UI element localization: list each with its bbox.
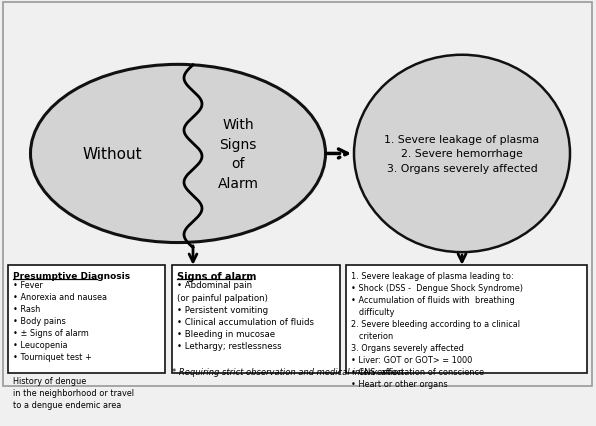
FancyArrowPatch shape [189,246,197,262]
Text: • Abdominal pain
(or painful palpation)
• Persistent vomiting
• Clinical accumul: • Abdominal pain (or painful palpation) … [177,281,314,351]
FancyBboxPatch shape [172,265,340,373]
FancyBboxPatch shape [8,265,165,373]
Text: Presumptive Diagnosis: Presumptive Diagnosis [13,272,130,281]
Ellipse shape [30,65,325,243]
Text: Signs of alarm: Signs of alarm [177,272,256,282]
Text: Without: Without [82,147,142,161]
Text: 1. Severe leakage of plasma
2. Severe hemorrhage
3. Organs severely affected: 1. Severe leakage of plasma 2. Severe he… [384,134,539,174]
FancyArrowPatch shape [458,254,466,262]
Text: * Requiring strict observation and medical intervention: * Requiring strict observation and medic… [172,368,403,377]
Text: With
Signs
of
Alarm: With Signs of Alarm [218,118,259,190]
FancyBboxPatch shape [346,265,587,373]
Text: • Fever
• Anorexia and nausea
• Rash
• Body pains
• ± Signs of alarm
• Leucopeni: • Fever • Anorexia and nausea • Rash • B… [13,281,134,409]
Text: 1. Severe leakage of plasma leading to:
• Shock (DSS -  Dengue Shock Syndrome)
•: 1. Severe leakage of plasma leading to: … [351,272,523,388]
Circle shape [354,56,570,253]
FancyArrowPatch shape [327,150,347,158]
